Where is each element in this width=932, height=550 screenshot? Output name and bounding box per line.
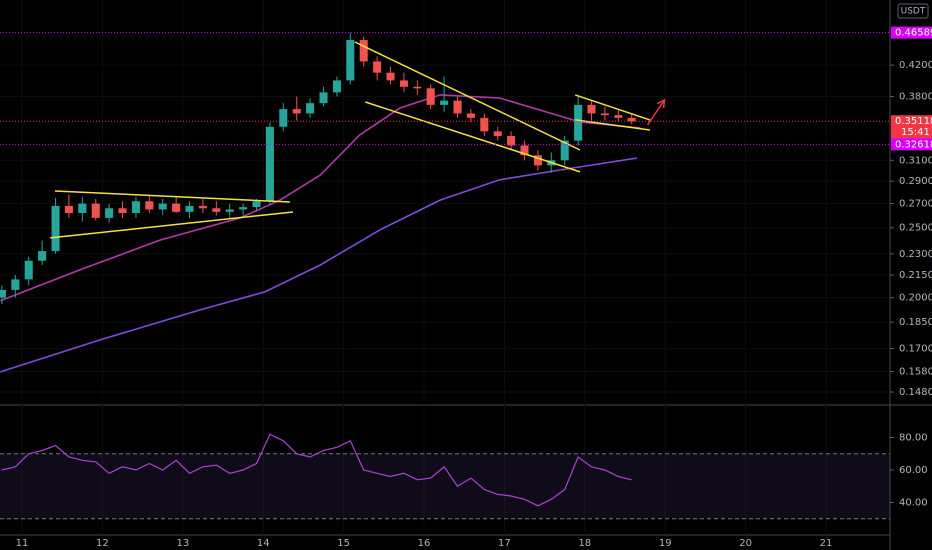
candle-body	[131, 201, 140, 214]
candle-body	[185, 205, 194, 212]
price-label-box	[891, 26, 932, 39]
rsi-band-fill	[0, 453, 890, 519]
rsi-tick-label: 60.00	[899, 465, 928, 476]
candle-body	[306, 103, 315, 114]
candle-body	[386, 72, 395, 81]
candle-body	[319, 92, 328, 104]
price-label-box	[891, 115, 932, 140]
candle-body	[627, 117, 636, 122]
candle-body	[413, 86, 422, 89]
candle-body	[453, 100, 462, 114]
candle-body	[587, 104, 596, 114]
candle-body	[265, 126, 274, 202]
candle-body	[198, 205, 207, 209]
x-tick-label: 12	[96, 538, 109, 549]
x-tick-label: 14	[257, 538, 270, 549]
x-tick-label: 16	[418, 538, 431, 549]
x-tick-label: 17	[498, 538, 511, 549]
candle-body	[520, 145, 529, 156]
currency-box	[897, 3, 929, 19]
moving-average	[0, 94, 641, 302]
x-tick-label: 15	[337, 538, 350, 549]
candle-body	[373, 61, 382, 73]
price-label-box	[891, 138, 932, 151]
x-tick-label: 13	[176, 538, 189, 549]
candle-body	[38, 251, 47, 261]
candle-body	[212, 208, 221, 212]
candle-body	[118, 208, 127, 214]
trendline	[574, 94, 651, 121]
candle-body	[426, 88, 435, 105]
x-tick-label: 11	[16, 538, 29, 549]
candle-body	[78, 203, 87, 214]
price-label: 0.35118	[895, 116, 932, 127]
trendline	[354, 41, 581, 151]
candle-body	[560, 140, 569, 161]
candle-body	[399, 80, 408, 87]
candle-body	[239, 207, 248, 210]
x-tick-label: 19	[659, 538, 672, 549]
candle-body	[158, 203, 167, 210]
x-tick-label: 21	[820, 538, 833, 549]
candle-body	[105, 208, 114, 218]
trendline	[50, 211, 294, 239]
moving-average	[0, 157, 638, 373]
candle-body	[91, 203, 100, 218]
price-label: 0.32618	[895, 139, 932, 150]
candle-body	[574, 104, 583, 141]
candle-body	[493, 131, 502, 136]
candle-body	[359, 40, 368, 62]
candle-body	[466, 113, 475, 118]
candle-body	[279, 109, 288, 127]
candle-body	[252, 201, 261, 208]
x-tick-label: 20	[739, 538, 752, 549]
price-label: 0.46589	[895, 28, 932, 39]
x-tick-label: 18	[578, 538, 591, 549]
candle-body	[507, 135, 516, 146]
candle-body	[0, 289, 6, 298]
arrow	[646, 99, 666, 126]
candle-body	[292, 109, 301, 114]
arrow-head	[656, 98, 666, 109]
candle-body	[64, 205, 73, 214]
candle-body	[172, 203, 181, 212]
trendline	[54, 190, 290, 203]
trendline	[365, 101, 581, 173]
candle-body	[440, 100, 449, 105]
trendline	[575, 119, 651, 131]
candle-body	[225, 209, 234, 212]
candle-body	[24, 260, 33, 280]
candle-body	[614, 115, 623, 118]
candle-body	[533, 155, 542, 166]
candle-body	[51, 205, 60, 252]
candle-body	[600, 113, 609, 116]
candle-body	[346, 40, 355, 81]
y-tick-label: 0.14800	[899, 387, 932, 398]
candle-body	[480, 117, 489, 132]
candle-body	[145, 201, 154, 210]
rsi-tick-label: 40.00	[899, 498, 928, 509]
candle-body	[332, 80, 341, 93]
rsi-tick-label: 80.00	[899, 433, 928, 444]
currency: USDT	[901, 7, 926, 17]
rsi-line	[1, 433, 632, 507]
countdown: 15:41	[901, 127, 930, 138]
candle-body	[11, 279, 20, 290]
